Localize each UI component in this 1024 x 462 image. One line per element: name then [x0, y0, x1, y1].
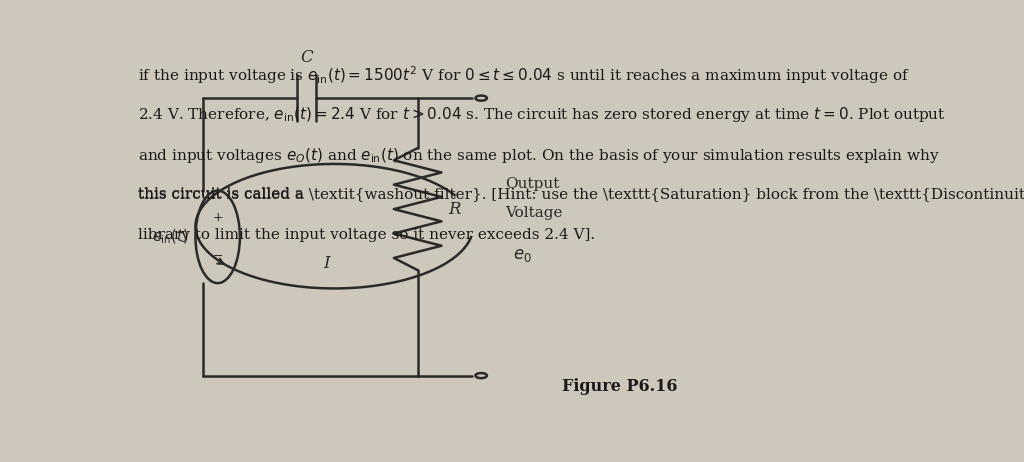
Text: −: − — [212, 250, 223, 263]
Text: Figure P6.16: Figure P6.16 — [562, 378, 678, 395]
Circle shape — [475, 96, 486, 101]
Text: +: + — [212, 211, 223, 224]
Text: 2.4 V. Therefore, $e_{\mathrm{in}}(t) = 2.4$ V for $t > 0.04$ s. The circuit has: 2.4 V. Therefore, $e_{\mathrm{in}}(t) = … — [137, 105, 945, 124]
Text: library to limit the input voltage so it never exceeds 2.4 V].: library to limit the input voltage so it… — [137, 228, 595, 242]
Text: $e_0$: $e_0$ — [513, 247, 531, 264]
Text: Voltage: Voltage — [505, 206, 562, 219]
Text: this circuit is called a \textit{washout filter}. [Hint: use the \texttt{Saturat: this circuit is called a \textit{washout… — [137, 187, 1024, 201]
Text: C: C — [300, 49, 313, 66]
Circle shape — [475, 373, 486, 378]
Text: R: R — [447, 201, 461, 218]
Text: and input voltages $e_O(t)$ and $e_{\mathrm{in}}(t)$ on the same plot. On the ba: and input voltages $e_O(t)$ and $e_{\mat… — [137, 146, 939, 165]
Text: I: I — [324, 255, 330, 272]
Text: if the input voltage is $e_{\mathrm{in}}(t) = 1500t^2$ V for $0 \leq t \leq 0.04: if the input voltage is $e_{\mathrm{in}}… — [137, 64, 909, 86]
Text: Output: Output — [505, 177, 559, 191]
Text: this circuit is called a: this circuit is called a — [137, 187, 308, 201]
Text: $e_{\mathrm{in}}(t)$: $e_{\mathrm{in}}(t)$ — [153, 228, 189, 246]
